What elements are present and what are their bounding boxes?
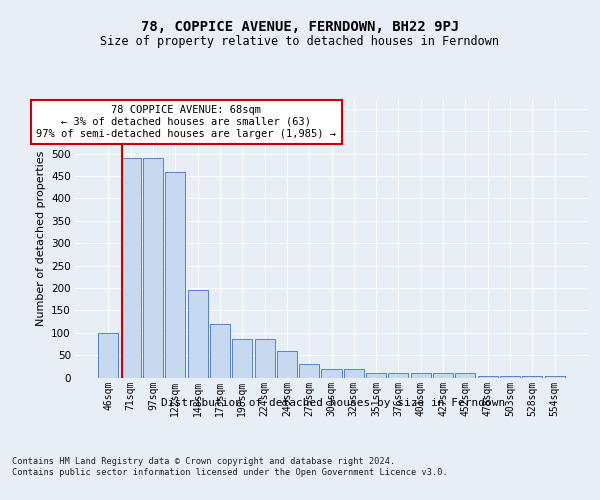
Bar [254,340,275,378]
Bar [165,172,185,378]
Bar [545,376,565,378]
Y-axis label: Number of detached properties: Number of detached properties [35,151,46,326]
Bar [188,290,208,378]
Bar [366,373,386,378]
Bar [433,373,453,378]
Text: 78, COPPICE AVENUE, FERNDOWN, BH22 9PJ: 78, COPPICE AVENUE, FERNDOWN, BH22 9PJ [141,20,459,34]
Bar [299,364,319,378]
Text: Contains HM Land Registry data © Crown copyright and database right 2024.
Contai: Contains HM Land Registry data © Crown c… [12,458,448,477]
Bar [322,368,341,378]
Bar [210,324,230,378]
Bar [232,340,252,378]
Bar [121,158,141,378]
Bar [388,373,409,378]
Text: Distribution of detached houses by size in Ferndown: Distribution of detached houses by size … [161,398,505,407]
Bar [344,368,364,378]
Bar [500,376,520,378]
Bar [455,373,475,378]
Bar [277,350,297,378]
Bar [522,376,542,378]
Bar [143,158,163,378]
Bar [411,373,431,378]
Bar [478,376,498,378]
Bar [98,332,118,378]
Text: Size of property relative to detached houses in Ferndown: Size of property relative to detached ho… [101,35,499,48]
Text: 78 COPPICE AVENUE: 68sqm
← 3% of detached houses are smaller (63)
97% of semi-de: 78 COPPICE AVENUE: 68sqm ← 3% of detache… [37,106,337,138]
